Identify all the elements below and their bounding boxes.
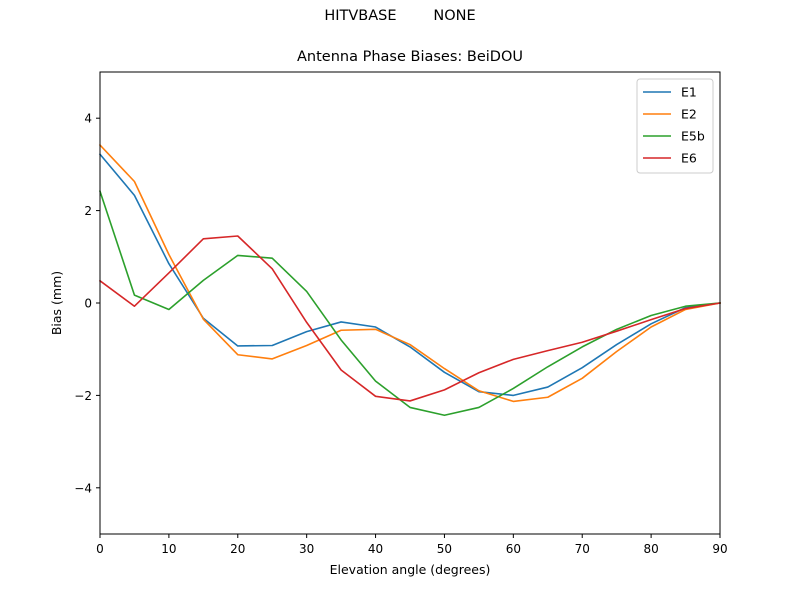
- legend-label-e6: E6: [681, 151, 697, 166]
- x-tick-label: 30: [299, 542, 314, 556]
- x-axis-label: Elevation angle (degrees): [330, 562, 491, 577]
- figure-suptitle: HITVBASE NONE: [324, 8, 476, 24]
- x-axis-ticks: 0 10 20 30 40 50 60 70 80 90: [96, 534, 728, 556]
- legend: E1 E2 E5b E6: [636, 78, 714, 174]
- y-tick-label: −2: [74, 389, 92, 403]
- series-line-e6: [98, 235, 721, 402]
- x-tick-label: 60: [506, 542, 521, 556]
- x-tick-label: 0: [96, 542, 104, 556]
- y-tick-label: 4: [84, 112, 92, 126]
- legend-label-e1: E1: [681, 85, 697, 100]
- y-axis-ticks: −4 −2 0 2 4: [74, 112, 100, 495]
- y-axis-label: Bias (mm): [49, 271, 64, 335]
- series-line-e2: [98, 143, 721, 403]
- x-tick-label: 50: [437, 542, 452, 556]
- legend-label-e5b: E5b: [681, 129, 705, 144]
- y-tick-label: −4: [74, 481, 92, 495]
- x-tick-label: 90: [712, 542, 727, 556]
- legend-label-e2: E2: [681, 107, 697, 122]
- x-tick-label: 10: [161, 542, 176, 556]
- x-tick-label: 80: [643, 542, 658, 556]
- x-tick-label: 20: [230, 542, 245, 556]
- x-tick-label: 40: [368, 542, 383, 556]
- series-lines: [98, 143, 721, 417]
- series-line-e5b: [98, 190, 721, 417]
- y-tick-label: 0: [84, 297, 92, 311]
- y-tick-label: 2: [84, 204, 92, 218]
- chart-title: Antenna Phase Biases: BeiDOU: [297, 49, 523, 65]
- series-line-e1: [98, 153, 721, 397]
- x-tick-label: 70: [575, 542, 590, 556]
- legend-box: [636, 78, 714, 174]
